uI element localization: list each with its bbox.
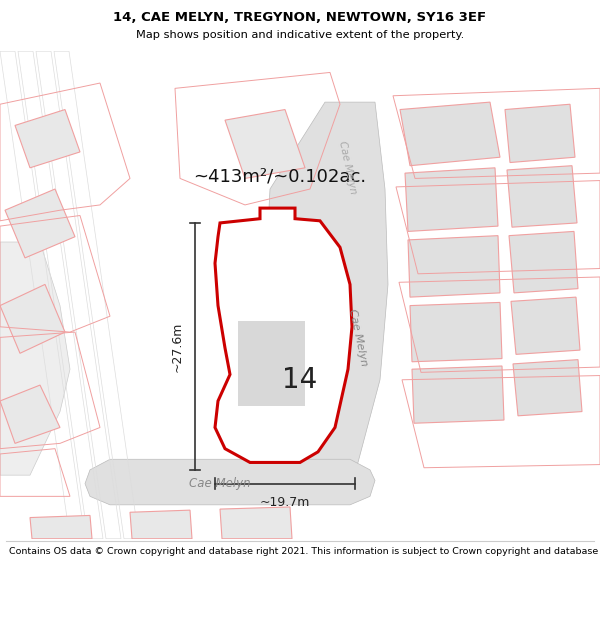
Polygon shape bbox=[130, 510, 192, 539]
Polygon shape bbox=[405, 168, 498, 231]
Polygon shape bbox=[220, 507, 292, 539]
Polygon shape bbox=[400, 102, 500, 166]
Text: ~19.7m: ~19.7m bbox=[260, 496, 310, 509]
Polygon shape bbox=[0, 242, 70, 475]
Polygon shape bbox=[265, 102, 388, 491]
Polygon shape bbox=[225, 109, 305, 178]
Text: ~413m²/~0.102ac.: ~413m²/~0.102ac. bbox=[193, 168, 367, 185]
Polygon shape bbox=[408, 236, 500, 297]
Text: 14: 14 bbox=[283, 366, 317, 394]
Polygon shape bbox=[513, 359, 582, 416]
Text: Cae Melyn: Cae Melyn bbox=[347, 308, 369, 367]
Polygon shape bbox=[215, 208, 352, 462]
Polygon shape bbox=[5, 189, 75, 258]
Text: ~27.6m: ~27.6m bbox=[170, 321, 184, 372]
Polygon shape bbox=[0, 284, 65, 353]
Polygon shape bbox=[0, 385, 60, 443]
Polygon shape bbox=[238, 321, 305, 406]
Text: Contains OS data © Crown copyright and database right 2021. This information is : Contains OS data © Crown copyright and d… bbox=[9, 546, 600, 556]
Text: Cae Melyn: Cae Melyn bbox=[337, 140, 359, 196]
Polygon shape bbox=[509, 231, 578, 293]
Text: 14, CAE MELYN, TREGYNON, NEWTOWN, SY16 3EF: 14, CAE MELYN, TREGYNON, NEWTOWN, SY16 3… bbox=[113, 11, 487, 24]
Polygon shape bbox=[15, 109, 80, 168]
Polygon shape bbox=[507, 166, 577, 227]
Polygon shape bbox=[412, 366, 504, 423]
Polygon shape bbox=[511, 297, 580, 354]
Polygon shape bbox=[410, 302, 502, 362]
Polygon shape bbox=[30, 516, 92, 539]
Text: Map shows position and indicative extent of the property.: Map shows position and indicative extent… bbox=[136, 30, 464, 40]
Polygon shape bbox=[505, 104, 575, 162]
Polygon shape bbox=[85, 459, 375, 505]
Text: Cae Melyn: Cae Melyn bbox=[189, 477, 251, 490]
